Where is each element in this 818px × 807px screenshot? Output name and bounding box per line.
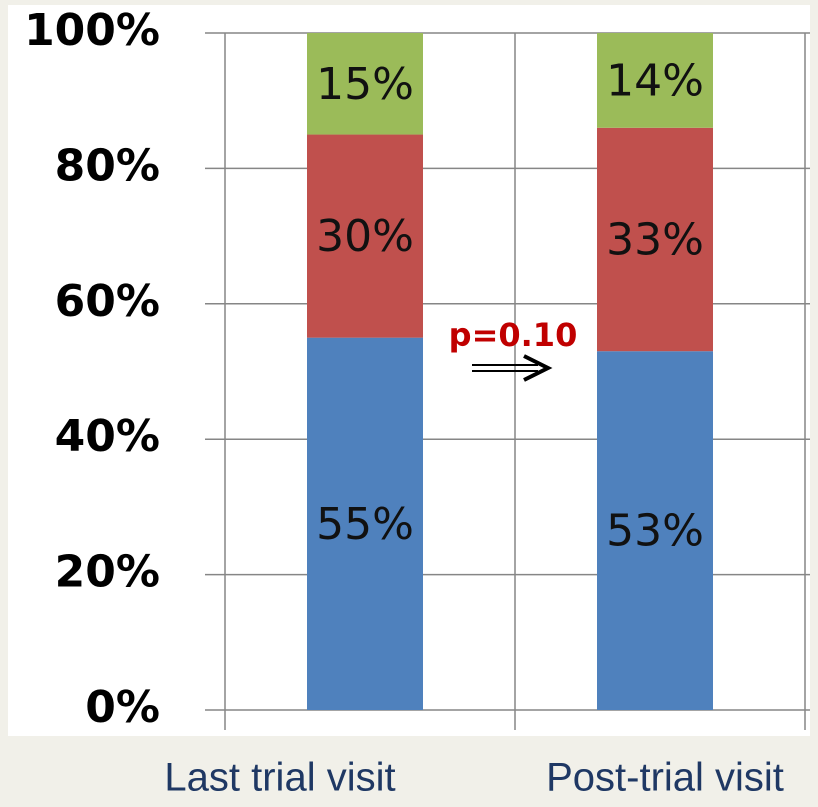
bar-segment <box>597 127 713 352</box>
value-label: 33% <box>606 214 704 265</box>
value-label: 30% <box>316 211 414 262</box>
y-tick-label: 100% <box>24 5 160 56</box>
y-tick-label: 60% <box>55 276 160 327</box>
annotation-arrow <box>472 354 553 382</box>
y-tick-label: 0% <box>85 682 160 733</box>
bar-segment <box>307 134 423 338</box>
value-label: 55% <box>316 499 414 550</box>
y-tick-label: 40% <box>55 411 160 462</box>
y-tick-label: 80% <box>55 140 160 191</box>
bar-segment <box>307 33 423 135</box>
x-tick-label: Last trial visit <box>164 756 395 800</box>
bar-segment <box>307 337 423 710</box>
bar-segment <box>597 351 713 710</box>
annotation: p=0.10 <box>449 316 578 354</box>
value-label: 53% <box>606 506 704 557</box>
value-label: 14% <box>606 55 704 106</box>
x-tick-label: Post-trial visit <box>546 756 784 800</box>
bar-segment <box>597 33 713 128</box>
value-label: 15% <box>316 59 414 110</box>
y-tick-label: 20% <box>55 547 160 598</box>
